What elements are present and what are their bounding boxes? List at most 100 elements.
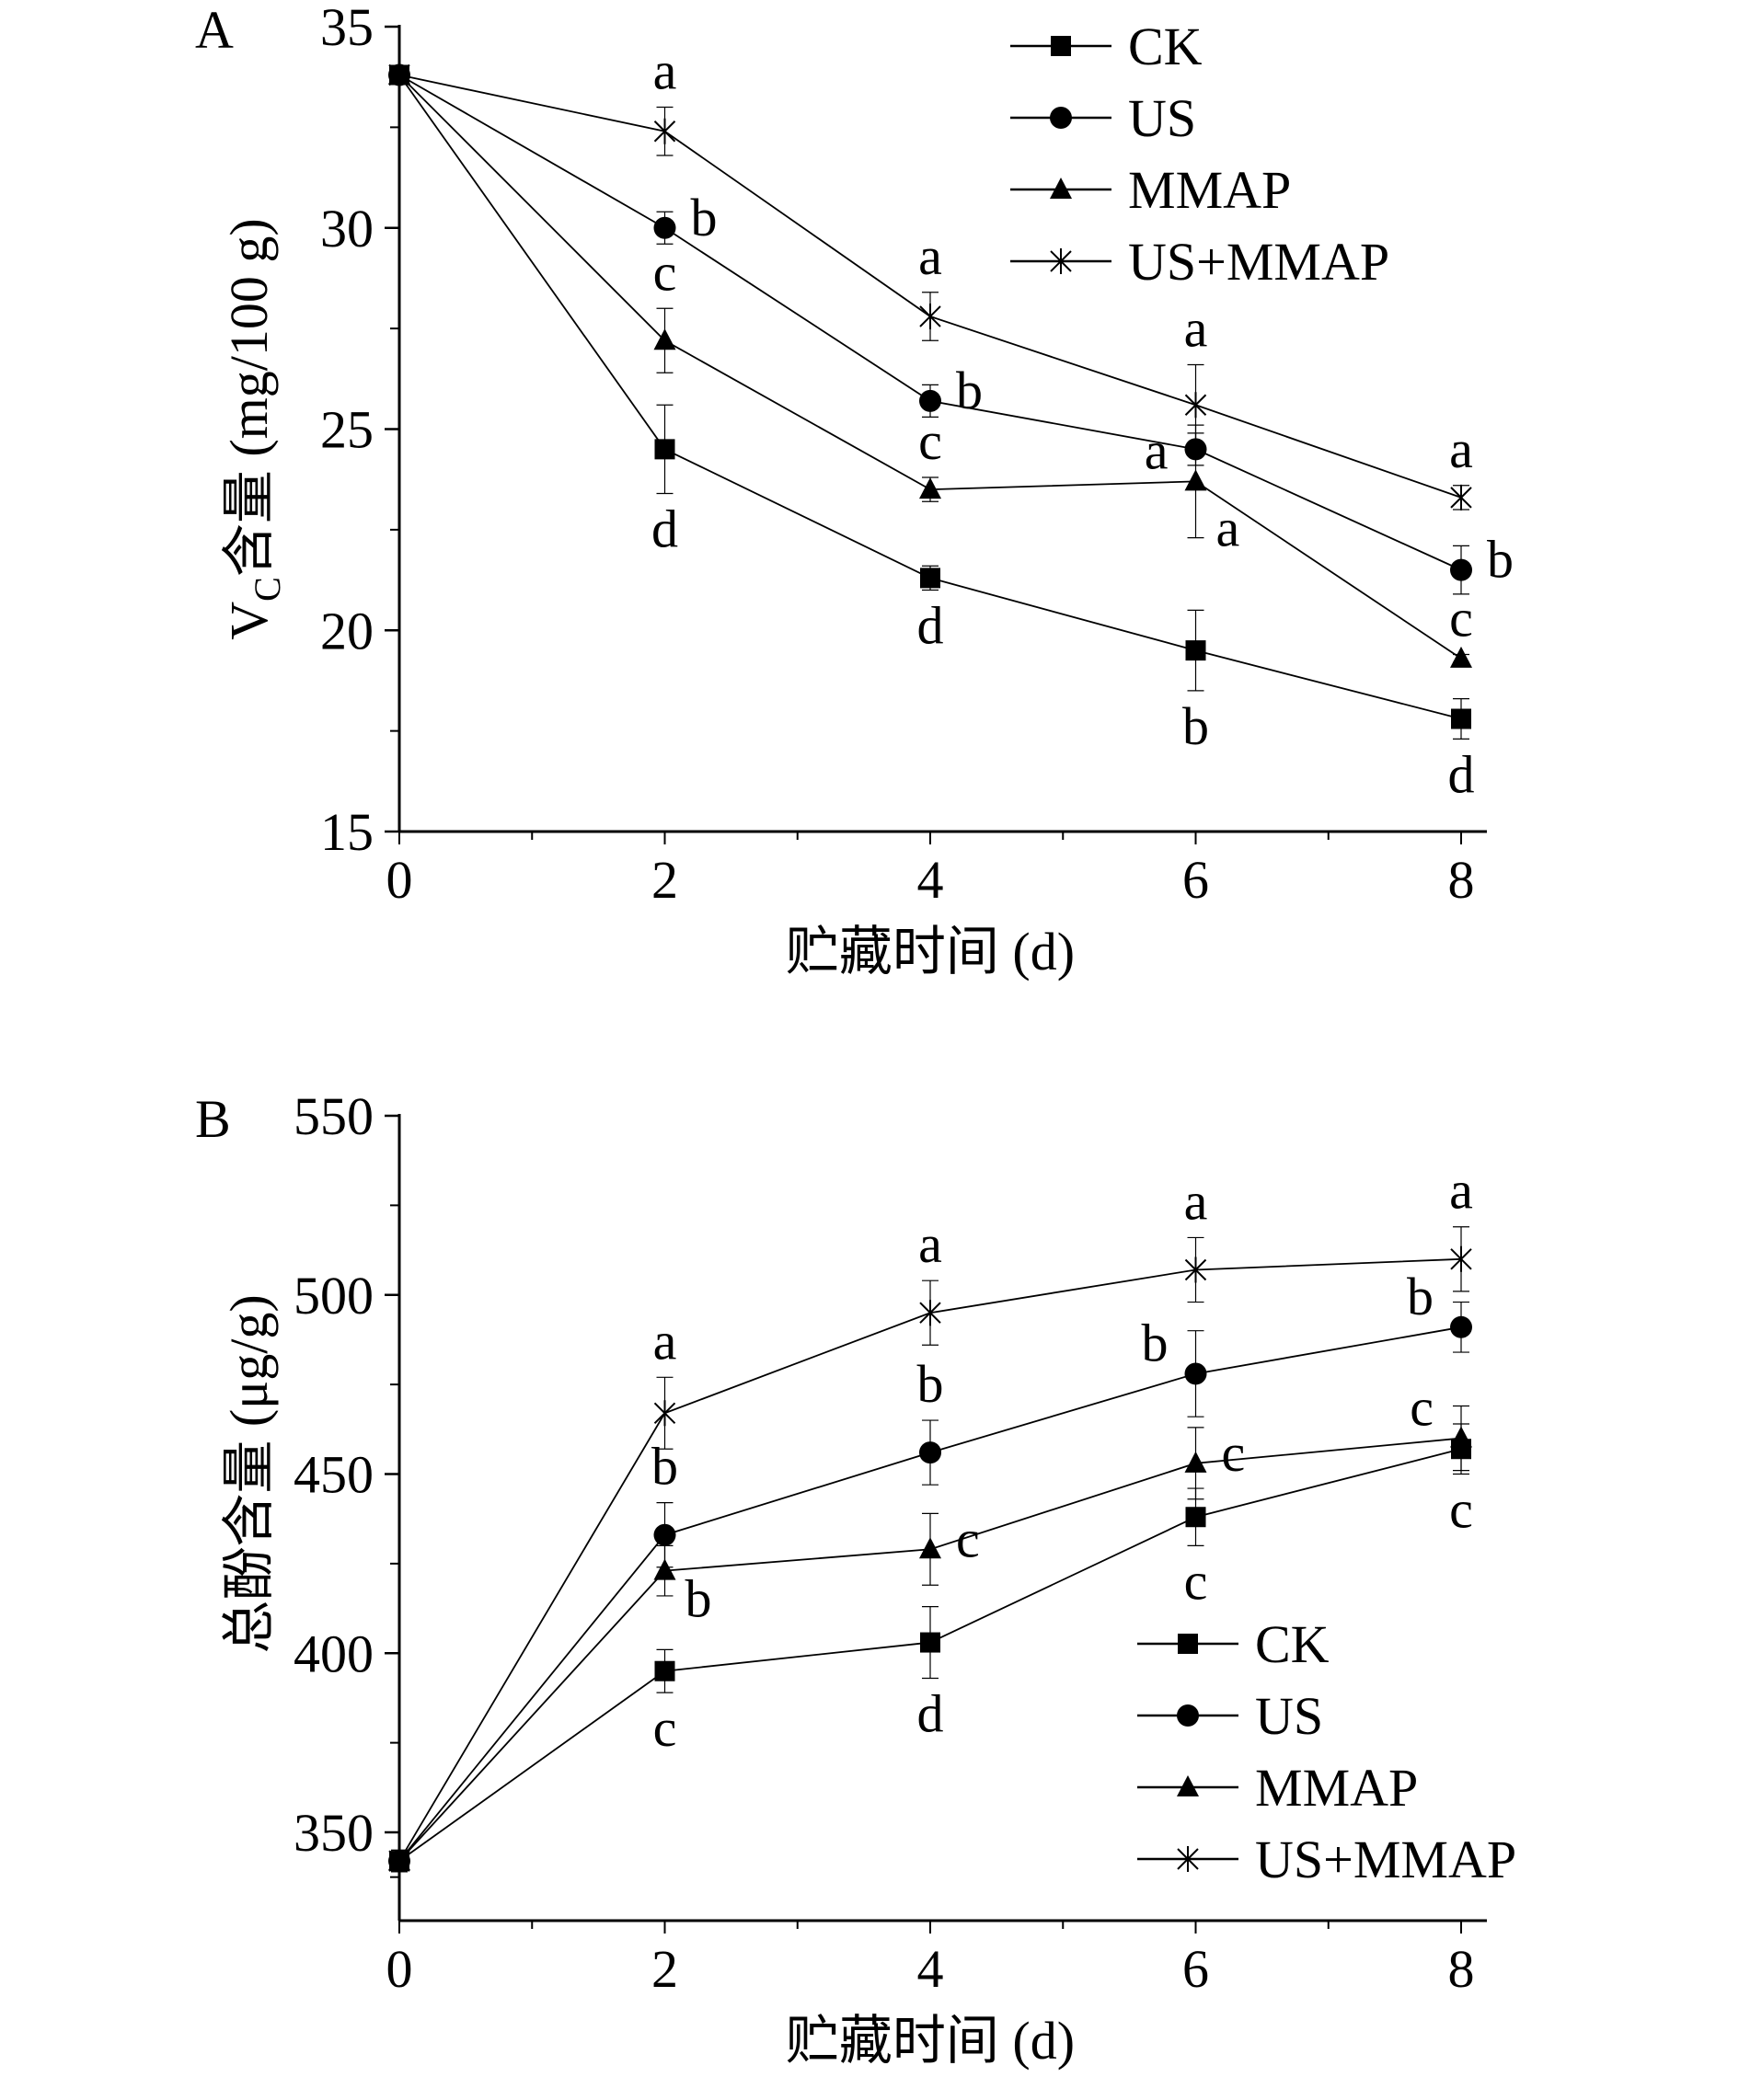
- data-point: [1184, 1257, 1207, 1283]
- data-point: [1450, 1245, 1472, 1272]
- significance-letter: b: [685, 1569, 712, 1629]
- x-tick-label: 6: [1182, 850, 1209, 910]
- y-tick-label: 400: [294, 1624, 374, 1683]
- series-us: b b b b: [388, 1267, 1472, 1873]
- x-tick-label: 8: [1448, 1939, 1475, 1999]
- y-tick-label: 20: [320, 601, 374, 660]
- legend-item: US: [1137, 1686, 1323, 1746]
- legend-label: US: [1255, 1686, 1323, 1746]
- panel-b: 0 2 4 6 8 350 400 450 500 550 B 贮藏时间 (d) 总酚含量 (μg/g)…: [195, 1086, 1516, 2071]
- x-tick-label: 2: [651, 850, 678, 910]
- legend: CK US MMAP US+MMAP: [1137, 1614, 1516, 1889]
- legend-item: US+MMAP: [1010, 232, 1389, 292]
- y-tick-label: 30: [320, 199, 374, 258]
- legend-marker: [1051, 36, 1071, 56]
- y-tick-label: 450: [294, 1445, 374, 1505]
- x-tick-label: 4: [917, 1939, 944, 1999]
- legend-item: MMAP: [1010, 160, 1291, 220]
- legend-label: US: [1128, 88, 1196, 148]
- significance-letter: c: [1410, 1378, 1434, 1438]
- data-point: [1450, 1426, 1472, 1448]
- x-tick-label: 4: [917, 850, 944, 910]
- legend-marker: [1177, 1775, 1199, 1796]
- data-point: [919, 1300, 941, 1326]
- significance-letter: c: [653, 1698, 677, 1758]
- significance-letter: a: [1449, 1161, 1473, 1221]
- y-tick-label: 35: [320, 0, 374, 57]
- x-tick-label: 8: [1448, 850, 1475, 910]
- legend-label: MMAP: [1255, 1758, 1418, 1818]
- significance-letter: d: [651, 499, 678, 559]
- y-axis-label: 总酚含量 (μg/g): [219, 1294, 279, 1653]
- y-tick-label: 350: [294, 1803, 374, 1863]
- legend-marker: [1050, 248, 1072, 274]
- y-tick-label: 15: [320, 802, 374, 862]
- y-axis-label-sub: C: [247, 577, 288, 602]
- legend-marker: [1177, 1704, 1199, 1727]
- significance-letter: b: [691, 188, 718, 247]
- x-axis-label: 贮藏时间 (d): [786, 2011, 1075, 2071]
- significance-letter: a: [918, 1214, 942, 1274]
- legend-marker: [1178, 1634, 1198, 1654]
- series-mmap: b c c c: [388, 1378, 1472, 1873]
- legend-item: CK: [1010, 17, 1203, 76]
- significance-letter: b: [1487, 530, 1514, 590]
- significance-letter: a: [1145, 420, 1169, 480]
- significance-letter: a: [1449, 419, 1473, 479]
- significance-letter: c: [1184, 1551, 1208, 1611]
- legend: CK US MMAP US+MMAP: [1010, 17, 1389, 292]
- x-tick-label: 0: [386, 850, 413, 910]
- significance-letter: c: [956, 1509, 980, 1568]
- data-point: [654, 439, 675, 460]
- legend-marker: [1050, 107, 1072, 129]
- legend-marker: [1177, 1846, 1199, 1872]
- data-point: [388, 62, 410, 88]
- legend-label: US+MMAP: [1255, 1830, 1516, 1889]
- legend-label: CK: [1128, 17, 1203, 76]
- x-axis-label: 贮藏时间 (d): [786, 922, 1075, 981]
- legend-label: US+MMAP: [1128, 232, 1389, 292]
- data-point: [1451, 708, 1471, 729]
- data-point: [919, 304, 941, 329]
- data-point: [920, 1632, 940, 1653]
- data-point: [653, 1558, 676, 1580]
- x-tick-label: 2: [651, 1939, 678, 1999]
- data-point: [653, 118, 676, 144]
- significance-letter: b: [917, 1354, 944, 1414]
- y-axis-label-main: V: [219, 602, 279, 640]
- data-point: [1184, 1451, 1207, 1473]
- data-point: [653, 1523, 676, 1546]
- y-tick-label: 550: [294, 1086, 374, 1146]
- data-point: [919, 389, 941, 412]
- significance-letter: b: [1407, 1267, 1434, 1326]
- legend-item: CK: [1137, 1614, 1330, 1674]
- data-point: [1450, 484, 1472, 511]
- series-us-mmap: a a a a: [388, 1161, 1473, 1875]
- series-mmap: c c a c: [388, 63, 1473, 668]
- significance-letter: b: [1142, 1313, 1169, 1372]
- significance-letter: c: [1222, 1423, 1246, 1483]
- data-point: [1184, 392, 1207, 419]
- significance-letter: c: [653, 242, 677, 302]
- legend-label: MMAP: [1128, 160, 1291, 220]
- significance-letter: a: [918, 226, 942, 286]
- data-point: [1184, 1362, 1207, 1385]
- panel-a: 0 2 4 6 8 15 20 25 30 35 A 贮藏时间 (d) VC含量 (mg/100 g) d…: [195, 0, 1514, 981]
- y-axis-label-rest: 含量 (mg/100 g): [219, 218, 279, 577]
- data-point: [920, 568, 940, 589]
- legend-item: MMAP: [1137, 1758, 1418, 1818]
- x-tick-label: 6: [1182, 1939, 1209, 1999]
- data-point: [654, 1660, 675, 1681]
- significance-letter: b: [1182, 696, 1209, 756]
- significance-letter: a: [1184, 299, 1208, 359]
- significance-letter: a: [1216, 498, 1240, 557]
- y-tick-label: 500: [294, 1266, 374, 1325]
- data-point: [388, 1848, 410, 1875]
- significance-letter: c: [1449, 589, 1473, 648]
- significance-letter: b: [956, 361, 983, 420]
- significance-letter: d: [917, 596, 944, 656]
- legend-label: CK: [1255, 1614, 1330, 1674]
- panel-label: B: [195, 1089, 231, 1149]
- y-axis-label: VC含量 (mg/100 g): [219, 218, 288, 639]
